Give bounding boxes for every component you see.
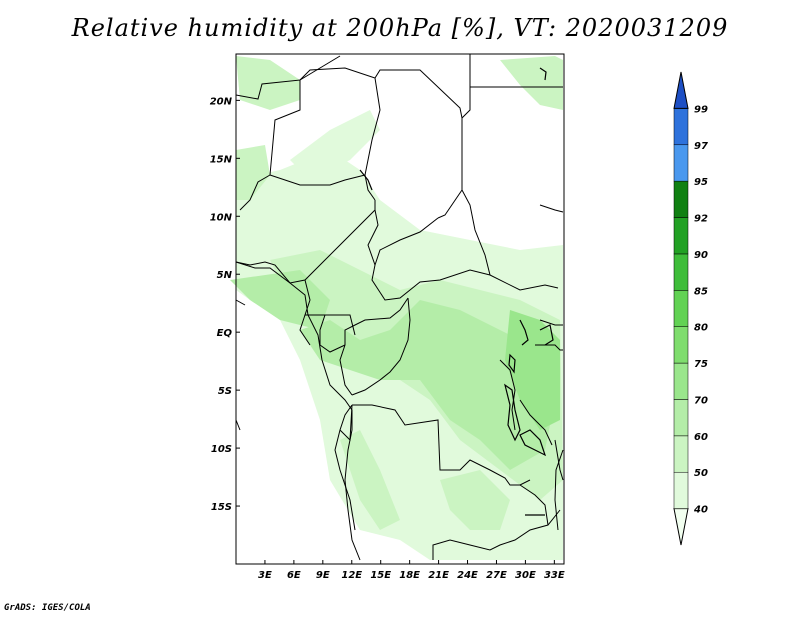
humidity-shading (230, 54, 564, 564)
colorbar-swatch (673, 508, 689, 546)
colorbar-swatch (673, 290, 689, 327)
colorbar-label: 75 (694, 359, 708, 370)
colorbar-label: 40 (693, 505, 708, 516)
x-tick-label: 24E (457, 570, 478, 581)
y-tick-label: 5S (218, 386, 232, 397)
y-tick-label: 15S (211, 502, 232, 513)
colorbar: 40 50 60 70 75 80 85 90 92 95 97 99 (673, 71, 708, 546)
lakes (359, 67, 554, 516)
map-frame (235, 53, 565, 565)
colorbar-label: 92 (694, 214, 708, 225)
y-tick-label: 5N (217, 270, 233, 281)
x-tick-label: 30E (515, 570, 536, 581)
credit-text: GrADS: IGES/COLA (4, 603, 91, 613)
colorbar-swatch (673, 253, 689, 291)
x-tick-label: 12E (341, 570, 362, 581)
colorbar-swatch (673, 435, 689, 473)
x-tick-label: 6E (287, 570, 301, 581)
colorbar-swatch (673, 399, 689, 437)
x-tick-label: 21E (428, 570, 449, 581)
colorbar-swatch (673, 217, 689, 255)
colorbar-label: 85 (694, 286, 708, 297)
country-borders (235, 54, 564, 560)
x-tick-label: 27E (486, 570, 507, 581)
colorbar-swatch (673, 471, 689, 509)
colorbar-swatch (673, 144, 689, 182)
colorbar-label: 97 (694, 141, 708, 152)
colorbar-label: 90 (694, 250, 708, 261)
colorbar-label: 80 (694, 323, 708, 334)
y-axis-ticks: 20N 15N 10N 5N EQ 5S 10S 15S (210, 96, 240, 513)
y-tick-label: EQ (217, 328, 233, 339)
y-tick-label: 10N (210, 212, 233, 223)
x-axis-ticks: 3E 6E 9E 12E 15E 18E 21E 24E 27E 30E 33E (258, 560, 565, 581)
colorbar-swatch (673, 362, 689, 400)
x-tick-label: 18E (399, 570, 420, 581)
colorbar-label: 60 (694, 432, 708, 443)
y-tick-label: 15N (210, 154, 233, 165)
colorbar-label: 95 (694, 177, 708, 188)
x-tick-label: 9E (316, 570, 330, 581)
x-tick-label: 15E (370, 570, 391, 581)
x-tick-label: 3E (258, 570, 272, 581)
x-tick-label: 33E (544, 570, 565, 581)
map-title: Relative humidity at 200hPa [%], VT: 202… (71, 14, 729, 42)
y-tick-label: 10S (211, 444, 232, 455)
colorbar-label: 50 (694, 468, 708, 479)
colorbar-label: 99 (694, 104, 708, 115)
colorbar-swatch (673, 326, 689, 364)
y-tick-label: 20N (210, 96, 233, 107)
colorbar-swatch (673, 180, 689, 218)
colorbar-swatch (673, 108, 689, 146)
coastline (235, 261, 564, 561)
colorbar-swatch (673, 71, 689, 109)
colorbar-label: 70 (694, 395, 708, 406)
